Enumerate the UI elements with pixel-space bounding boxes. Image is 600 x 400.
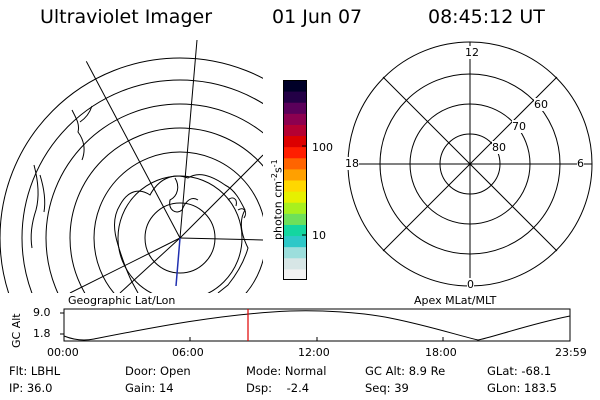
- latitude-circle: [69, 127, 263, 293]
- geographic-label: Geographic Lat/Lon: [68, 294, 176, 307]
- colorbar-frame: [283, 80, 307, 280]
- time-label: 08:45:12 UT: [428, 6, 545, 28]
- altitude-tick-high: 9.0: [33, 306, 51, 319]
- colorbar-segment: [283, 235, 307, 248]
- colorbar-segment: [283, 157, 307, 170]
- mlt-label-12: 12: [465, 46, 479, 59]
- colorbar-segment: [283, 257, 307, 270]
- info-seq: Seq: 39: [365, 381, 409, 395]
- latitude-circle: [45, 103, 263, 293]
- meridian-line: [74, 40, 181, 239]
- colorbar: [283, 80, 307, 280]
- colorbar-segment: [283, 91, 307, 103]
- mlat-label-70: 70: [512, 120, 526, 133]
- colorbar-tick-10: 10: [312, 229, 326, 242]
- colorbar-segment: [283, 102, 307, 114]
- colorbar-segment: [283, 180, 307, 192]
- meridian-line: [179, 154, 263, 239]
- coastline: [114, 174, 249, 293]
- colorbar-segment: [283, 213, 307, 225]
- colorbar-segment: [283, 80, 307, 92]
- info-door: Door: Open: [125, 364, 191, 378]
- time-tick-1800: 18:00: [425, 346, 457, 359]
- colorbar-segment: [283, 224, 307, 237]
- info-dsp: Dsp: -2.4: [246, 381, 310, 395]
- colorbar-segment: [283, 202, 307, 214]
- mlt-label-18: 18: [345, 157, 359, 170]
- info-mode: Mode: Normal: [246, 364, 327, 378]
- coastline: [71, 105, 93, 161]
- colorbar-unit-label: photon cm-2s-1: [270, 159, 285, 240]
- time-tick-0000: 00:00: [47, 346, 79, 359]
- altitude-tick-low: 1.8: [33, 327, 51, 340]
- date-label: 01 Jun 07: [272, 6, 363, 28]
- info-glat: GLat: -68.1: [487, 364, 552, 378]
- altitude-axis-label: GC Alt: [10, 313, 23, 348]
- latitude-circle: [0, 57, 263, 293]
- mlt-label-6: 6: [577, 157, 584, 170]
- colorbar-tick-100: 100: [312, 141, 333, 154]
- latitude-circle: [21, 79, 263, 293]
- time-tick-2359: 23:59: [555, 346, 587, 359]
- altitude-plot: [60, 308, 571, 342]
- colorbar-segment: [283, 268, 307, 280]
- coastline: [169, 177, 199, 213]
- magnetic-grid-panel: [347, 41, 593, 287]
- time-tick-0600: 06:00: [172, 346, 204, 359]
- coastline: [227, 197, 247, 219]
- instrument-title: Ultraviolet Imager: [40, 6, 213, 28]
- colorbar-segment: [283, 113, 307, 125]
- meridian-line: [119, 237, 181, 293]
- colorbar-segment: [283, 135, 307, 148]
- colorbar-segment: [283, 124, 307, 137]
- colorbar-segment: [283, 146, 307, 159]
- info-filter: Flt: LBHL: [9, 364, 61, 378]
- mlat-label-60: 60: [534, 98, 548, 111]
- info-gc-alt: GC Alt: 8.9 Re: [365, 364, 446, 378]
- info-gain: Gain: 14: [125, 381, 174, 395]
- mlt-label-0: 0: [467, 278, 474, 291]
- mlt-line: [382, 76, 558, 252]
- meridian-line: [179, 237, 263, 241]
- meridian-line: [179, 40, 198, 239]
- info-glon: GLon: 183.5: [487, 381, 557, 395]
- apex-label: Apex MLat/MLT: [414, 294, 497, 307]
- info-ip: IP: 36.0: [9, 381, 53, 395]
- latitude-circle: [93, 151, 263, 293]
- mlat-label-80: 80: [492, 141, 506, 154]
- coastline: [30, 164, 46, 249]
- colorbar-segment: [283, 246, 307, 259]
- latitude-circle: [144, 202, 216, 274]
- altitude-curve: [63, 310, 571, 341]
- satellite-nadir-track: [175, 237, 181, 287]
- colorbar-segment: [283, 168, 307, 181]
- time-tick-1200: 12:00: [298, 346, 330, 359]
- colorbar-segment: [283, 191, 307, 203]
